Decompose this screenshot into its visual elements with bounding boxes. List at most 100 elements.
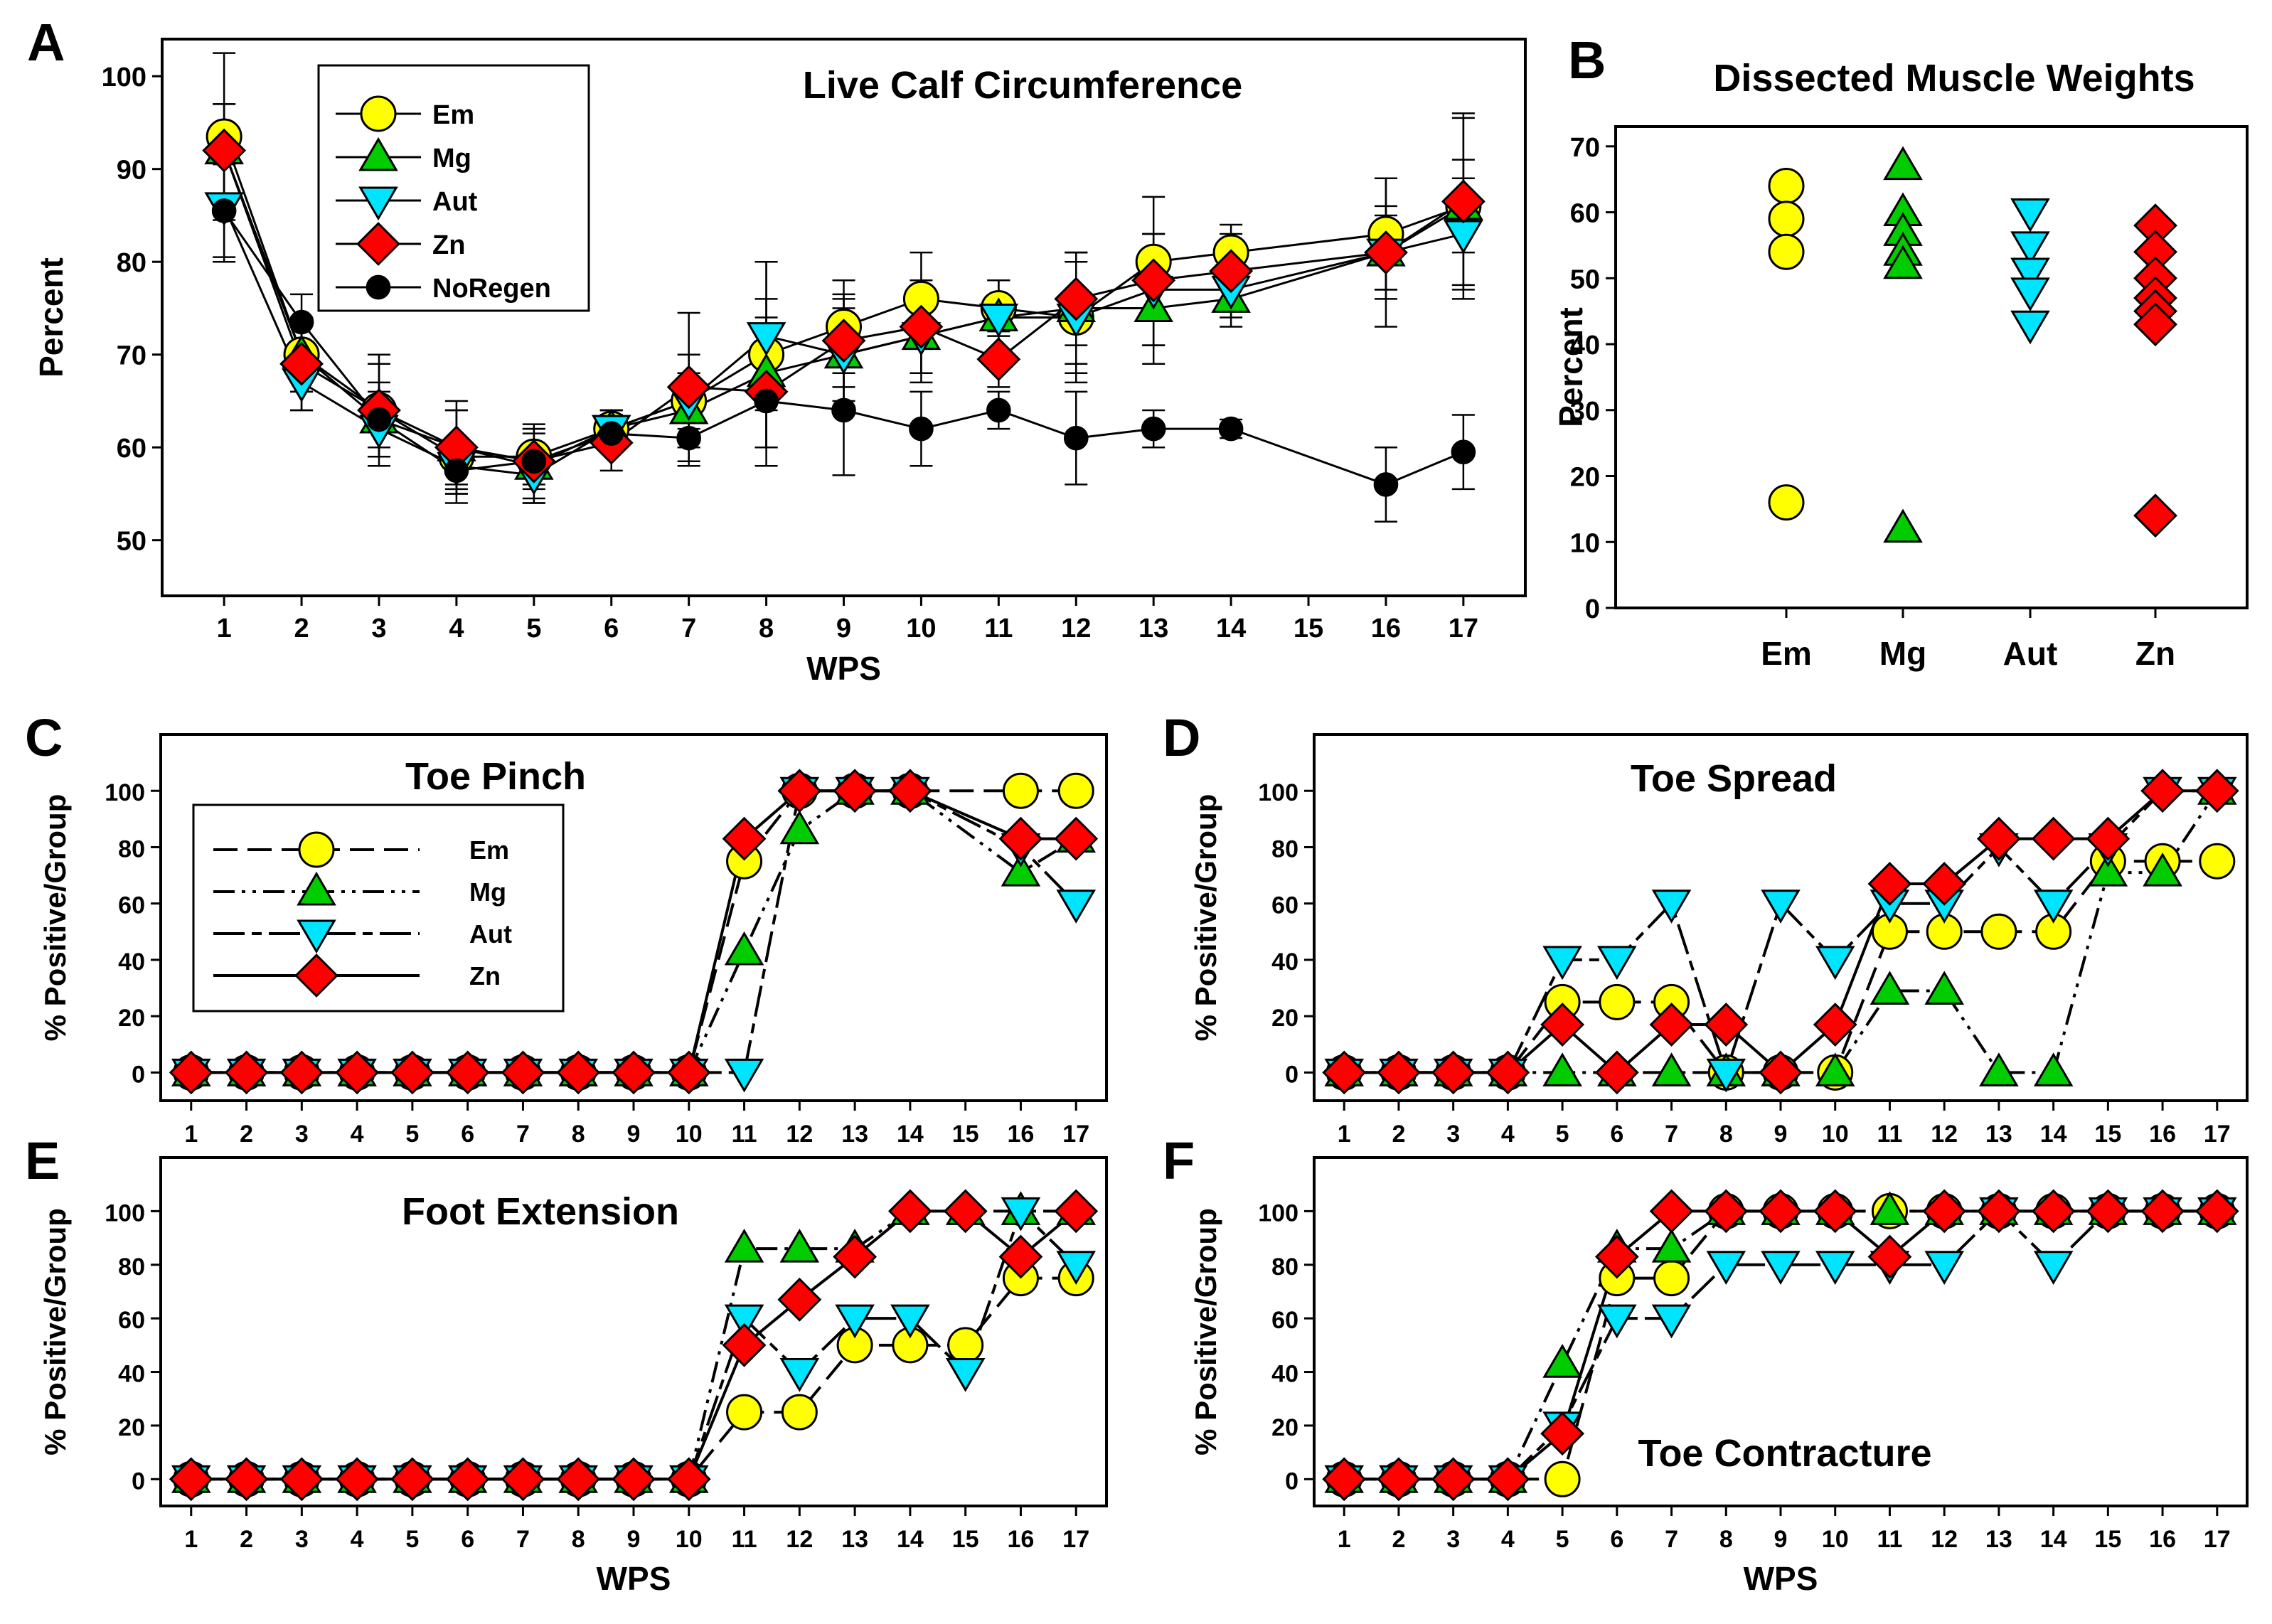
- x-axis-label: WPS: [1744, 1560, 1818, 1597]
- x-tick-label: 6: [461, 1121, 474, 1148]
- point-aut-triangle-down-marker: [1001, 1197, 1041, 1232]
- y-tick-label: 60: [1570, 199, 1600, 229]
- y-tick-label: 40: [1570, 331, 1600, 360]
- point-zn-diamond-marker: [1377, 1050, 1421, 1095]
- point-zn-diamond-marker: [224, 1050, 269, 1095]
- point-zn-diamond-marker: [2133, 302, 2177, 347]
- x-tick-label: 12: [786, 1526, 813, 1553]
- y-tick-label: 0: [1585, 594, 1600, 624]
- x-tick-label: 5: [1556, 1526, 1569, 1553]
- point-zn-diamond-marker: [501, 1050, 545, 1095]
- x-tick-label: 6: [461, 1526, 474, 1553]
- point-zn-diamond-marker: [1441, 179, 1486, 224]
- x-tick-label: 13: [1985, 1526, 2012, 1553]
- point-mg-triangle-up-marker: [779, 1228, 820, 1263]
- y-axis-label: Percent: [1552, 307, 1589, 427]
- x-category-label: Mg: [1879, 635, 1926, 672]
- legend-label-em: Em: [469, 835, 509, 865]
- x-tick-label: 2: [294, 614, 309, 643]
- point-zn-diamond-marker: [2031, 816, 2076, 861]
- point-zn-diamond-marker: [390, 1050, 434, 1095]
- point-zn-diamond-marker: [777, 769, 822, 813]
- y-axis-label: Percent: [33, 257, 70, 378]
- legend-noregen-dot-marker: [366, 274, 391, 300]
- point-noregen-dot-marker: [444, 458, 469, 484]
- x-tick-label: 13: [1985, 1121, 2012, 1148]
- point-noregen-dot-marker: [1451, 439, 1476, 465]
- y-tick-label: 70: [1570, 133, 1600, 163]
- x-category-label: Zn: [2135, 635, 2175, 672]
- point-aut-triangle-down-marker: [890, 1304, 930, 1339]
- y-tick-label: 60: [1271, 1307, 1298, 1334]
- x-tick-label: 17: [2204, 1121, 2231, 1148]
- point-zn-diamond-marker: [666, 365, 711, 410]
- point-aut-triangle-down-marker: [1706, 1251, 1746, 1285]
- legend-label-aut: Aut: [432, 187, 478, 217]
- x-tick-label: 10: [676, 1526, 703, 1553]
- point-aut-triangle-down-marker: [835, 1304, 875, 1339]
- point-zn-diamond-marker: [169, 1050, 213, 1095]
- point-aut-triangle-down-marker: [945, 1358, 986, 1392]
- x-tick-label: 9: [836, 614, 851, 643]
- series-line-zn: [191, 1209, 1077, 1481]
- x-tick-label: 11: [1877, 1526, 1902, 1553]
- x-tick-label: 4: [1501, 1526, 1515, 1553]
- x-tick-label: 9: [1774, 1121, 1788, 1148]
- y-tick-label: 40: [118, 949, 145, 976]
- y-tick-label: 100: [105, 779, 145, 806]
- point-em-circle-marker: [1980, 913, 2017, 950]
- x-tick-label: 3: [295, 1526, 309, 1553]
- y-tick-label: 0: [1285, 1061, 1298, 1088]
- point-mg-triangle-up-marker: [1870, 971, 1910, 1005]
- panel-label: D: [1163, 708, 1200, 767]
- legend: Em Mg Aut Zn NoRegen: [317, 64, 590, 312]
- point-mg-triangle-up-marker: [1651, 1052, 1692, 1086]
- series-line-aut: [223, 205, 1464, 476]
- point-noregen-dot-marker: [1373, 472, 1399, 497]
- point-em-circle-marker: [1599, 983, 1636, 1020]
- point-zn-diamond-marker: [976, 337, 1021, 382]
- point-noregen-dot-marker: [754, 388, 779, 414]
- point-zn-diamond-marker: [2086, 816, 2130, 861]
- point-aut-triangle-down-marker: [1815, 1251, 1855, 1285]
- x-tick-label: 1: [1338, 1526, 1351, 1553]
- y-tick-label: 80: [1271, 835, 1298, 862]
- x-tick-label: 14: [2040, 1526, 2067, 1553]
- point-aut-triangle-down-marker: [1761, 1251, 1801, 1285]
- point-zn-diamond-marker: [1922, 1189, 1967, 1234]
- point-noregen-dot-marker: [1063, 425, 1089, 451]
- x-tick-label: 15: [2094, 1121, 2121, 1148]
- point-aut-triangle-down-marker: [724, 1058, 764, 1093]
- point-zn-diamond-marker: [1704, 1189, 1749, 1234]
- y-tick-label: 40: [1271, 949, 1298, 976]
- chart-title: Dissected Muscle Weights: [1713, 57, 2194, 100]
- point-zn-diamond-marker: [1054, 1189, 1099, 1234]
- point-zn-diamond-marker: [556, 1457, 601, 1502]
- point-zn-diamond-marker: [1364, 230, 1408, 275]
- point-zn-diamond-marker: [833, 769, 878, 813]
- y-tick-label: 80: [1271, 1254, 1298, 1281]
- point-zn-diamond-marker: [445, 1050, 490, 1095]
- point-mg-triangle-up-marker: [1815, 1052, 1855, 1086]
- x-axis-label: WPS: [597, 1560, 671, 1597]
- point-mg-triangle-up-marker: [724, 931, 764, 966]
- point-zn-diamond-marker: [666, 1050, 711, 1095]
- point-noregen-dot-marker: [211, 198, 237, 223]
- x-tick-label: 1: [1338, 1121, 1351, 1148]
- legend-label-mg: Mg: [469, 877, 506, 907]
- point-zn-diamond-marker: [224, 1457, 269, 1502]
- point-mg-triangle-up-marker: [1870, 1191, 1910, 1225]
- point-zn-diamond-marker: [722, 816, 767, 861]
- x-tick-label: 17: [1062, 1526, 1089, 1553]
- panel-label: C: [25, 708, 63, 767]
- x-tick-label: 15: [952, 1526, 979, 1553]
- y-tick-label: 20: [118, 1414, 145, 1441]
- y-tick-label: 70: [117, 341, 146, 371]
- x-tick-label: 12: [1931, 1526, 1958, 1553]
- y-axis-label: % Positive/Group: [1189, 1208, 1222, 1455]
- point-zn-diamond-marker: [335, 1457, 380, 1502]
- point-aut-triangle-down-marker: [1056, 890, 1097, 924]
